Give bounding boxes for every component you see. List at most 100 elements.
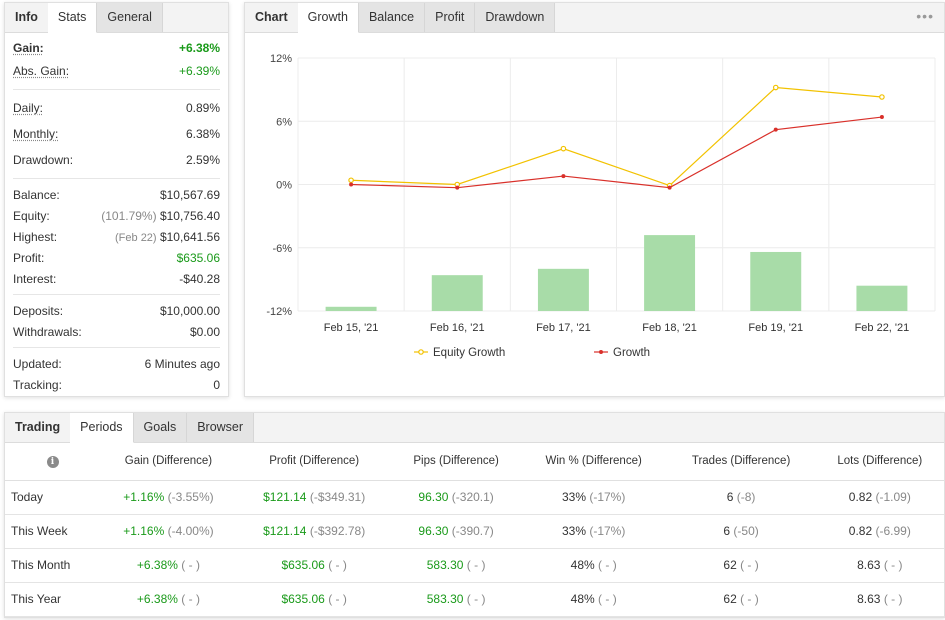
pips-difference: (-320.1) (451, 490, 494, 504)
profit-difference: ( - ) (328, 558, 347, 572)
win-difference: ( - ) (598, 558, 617, 572)
trades-difference: (-8) (736, 490, 756, 504)
trades-value: 62 (723, 592, 737, 606)
divider (13, 294, 220, 295)
gain-value: +1.16% (123, 524, 165, 538)
stat-label: Tracking: (13, 377, 62, 392)
stat-note: (101.79%) (101, 208, 157, 223)
tab-balance[interactable]: Balance (358, 3, 426, 32)
legend-label: Growth (613, 347, 650, 359)
trades-difference: ( - ) (740, 592, 759, 606)
period-name: This Year (5, 582, 100, 617)
gain-difference: (-4.00%) (167, 524, 214, 538)
stat-profit: Profit: $635.06 (13, 247, 220, 268)
table-row: This Week +1.16% (-4.00%) $121.14 (-$392.7… (5, 514, 944, 549)
trades-difference: ( - ) (740, 558, 759, 572)
profit-difference: (-$349.31) (309, 490, 366, 504)
legend-label: Equity Growth (433, 347, 505, 359)
tab-browser[interactable]: Browser (187, 413, 255, 442)
stat-label: Interest: (13, 271, 57, 286)
pips-value: 583.30 (426, 558, 464, 572)
bar (644, 235, 696, 311)
stat-withdrawals: Withdrawals: $0.00 (13, 321, 220, 342)
stat-label[interactable]: Gain: (13, 40, 44, 55)
data-point (348, 177, 354, 184)
stats-list: Gain: +6.38% Abs. Gain: +6.39% Daily: 0.… (5, 33, 228, 395)
cell-trades: 6 (-8) (666, 480, 816, 515)
data-point (667, 185, 672, 190)
period-name: Today (5, 480, 100, 515)
stat-label: Highest: (13, 229, 58, 244)
pips-difference: (-390.7) (451, 524, 494, 538)
trades-value: 6 (726, 490, 734, 504)
win-value: 33% (561, 490, 586, 504)
cell-win: 33% (-17%) (520, 480, 667, 515)
pips-difference: ( - ) (466, 558, 486, 572)
stat-label: Drawdown: (13, 153, 74, 167)
bar (856, 285, 908, 311)
divider (13, 178, 220, 179)
info-panel: Info Stats General Gain: +6.38% Abs. Gai… (4, 2, 229, 397)
trades-value: 62 (723, 558, 737, 572)
lots-difference: ( - ) (883, 592, 903, 606)
stat-balance: Balance: $10,567.69 (13, 184, 220, 205)
y-tick-label: 0% (276, 180, 292, 192)
tab-general[interactable]: General (97, 3, 163, 32)
tab-growth[interactable]: Growth (297, 3, 359, 33)
profit-value: $635.06 (281, 592, 325, 606)
stat-value: +6.38% (178, 40, 220, 55)
stat-value: 0.89% (185, 101, 220, 115)
column-header: Lots (Difference) (815, 443, 944, 481)
cell-pips: 96.30 (-390.7) (391, 514, 521, 549)
table-row: This Month +6.38% ( - ) $635.06 ( - ) 583.3… (5, 548, 944, 583)
stat-label[interactable]: Daily: (13, 101, 44, 115)
tab-drawdown[interactable]: Drawdown (475, 3, 556, 32)
info-icon[interactable]: i (46, 455, 59, 468)
lots-difference: (-1.09) (875, 490, 911, 504)
stat-monthly: Monthly: 6.38% (13, 121, 220, 147)
tab-chart[interactable]: Chart (245, 3, 298, 32)
stat-amount: $10,756.40 (159, 208, 220, 223)
gain-difference: ( - ) (181, 558, 200, 572)
x-tick-label: Feb 19, '21 (748, 322, 803, 334)
cell-lots: 0.82 (-1.09) (815, 480, 944, 515)
cell-profit: $121.14 (-$392.78) (236, 514, 392, 549)
tab-info[interactable]: Info (5, 3, 48, 32)
profit-value: $635.06 (281, 558, 325, 572)
tab-profit[interactable]: Profit (425, 3, 476, 32)
bar (431, 275, 483, 311)
gain-difference: (-3.55%) (167, 490, 214, 504)
data-point (879, 94, 885, 100)
tab-trading[interactable]: Trading (5, 413, 71, 442)
gain-difference: ( - ) (181, 592, 200, 606)
column-header: Pips (Difference) (391, 443, 521, 481)
cell-gain: +6.38% ( - ) (100, 548, 237, 583)
tab-stats[interactable]: Stats (47, 3, 98, 33)
profit-value: $121.14 (263, 524, 307, 538)
more-options-icon[interactable]: ••• (916, 8, 934, 24)
pips-difference: ( - ) (466, 592, 486, 606)
cell-win: 48% ( - ) (520, 582, 667, 617)
periods-tabbar: Trading Periods Goals Browser (5, 413, 944, 443)
pips-value: 96.30 (418, 490, 449, 504)
tab-periods[interactable]: Periods (70, 413, 134, 443)
stat-interest: Interest: -$40.28 (13, 268, 220, 289)
bar (325, 306, 377, 311)
cell-pips: 96.30 (-320.1) (391, 480, 521, 515)
series-line (351, 86, 882, 187)
stat-value: 0 (213, 377, 220, 392)
stat-drawdown: Drawdown: 2.59% (13, 147, 220, 173)
stat-value: +6.39% (178, 64, 220, 78)
stat-value: 6 Minutes ago (144, 356, 220, 371)
win-difference: ( - ) (598, 592, 617, 606)
bar (750, 251, 802, 311)
cell-trades: 62 ( - ) (666, 582, 816, 617)
x-tick-label: Feb 16, '21 (430, 322, 485, 334)
tab-goals[interactable]: Goals (133, 413, 188, 442)
stat-label[interactable]: Monthly: (13, 127, 59, 141)
profit-value: $121.14 (263, 490, 307, 504)
lots-value: 0.82 (848, 524, 873, 538)
x-tick-label: Feb 18, '21 (642, 322, 697, 334)
stat-label[interactable]: Abs. Gain: (13, 64, 70, 78)
stat-value: $0.00 (189, 324, 220, 339)
